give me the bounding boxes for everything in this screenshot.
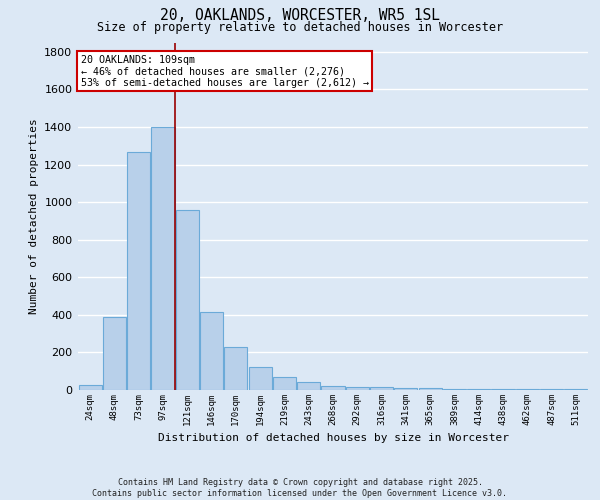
Text: Contains HM Land Registry data © Crown copyright and database right 2025.
Contai: Contains HM Land Registry data © Crown c… [92,478,508,498]
Text: 20 OAKLANDS: 109sqm
← 46% of detached houses are smaller (2,276)
53% of semi-det: 20 OAKLANDS: 109sqm ← 46% of detached ho… [80,54,368,88]
Bar [370,387,393,390]
Bar [540,389,563,390]
Bar [297,382,320,390]
Bar [322,386,344,390]
Bar [151,127,175,390]
Bar [273,377,296,390]
Bar [127,152,150,390]
Bar [248,366,272,390]
Bar [394,388,418,390]
X-axis label: Distribution of detached houses by size in Worcester: Distribution of detached houses by size … [157,434,509,444]
Bar [443,389,466,390]
Bar [224,347,247,390]
Text: 20, OAKLANDS, WORCESTER, WR5 1SL: 20, OAKLANDS, WORCESTER, WR5 1SL [160,8,440,22]
Bar [467,389,490,390]
Bar [103,316,126,390]
Bar [176,210,199,390]
Y-axis label: Number of detached properties: Number of detached properties [29,118,39,314]
Text: Size of property relative to detached houses in Worcester: Size of property relative to detached ho… [97,22,503,35]
Bar [79,386,101,390]
Bar [419,388,442,390]
Bar [565,389,587,390]
Bar [491,389,515,390]
Bar [346,387,369,390]
Bar [200,312,223,390]
Bar [516,389,539,390]
